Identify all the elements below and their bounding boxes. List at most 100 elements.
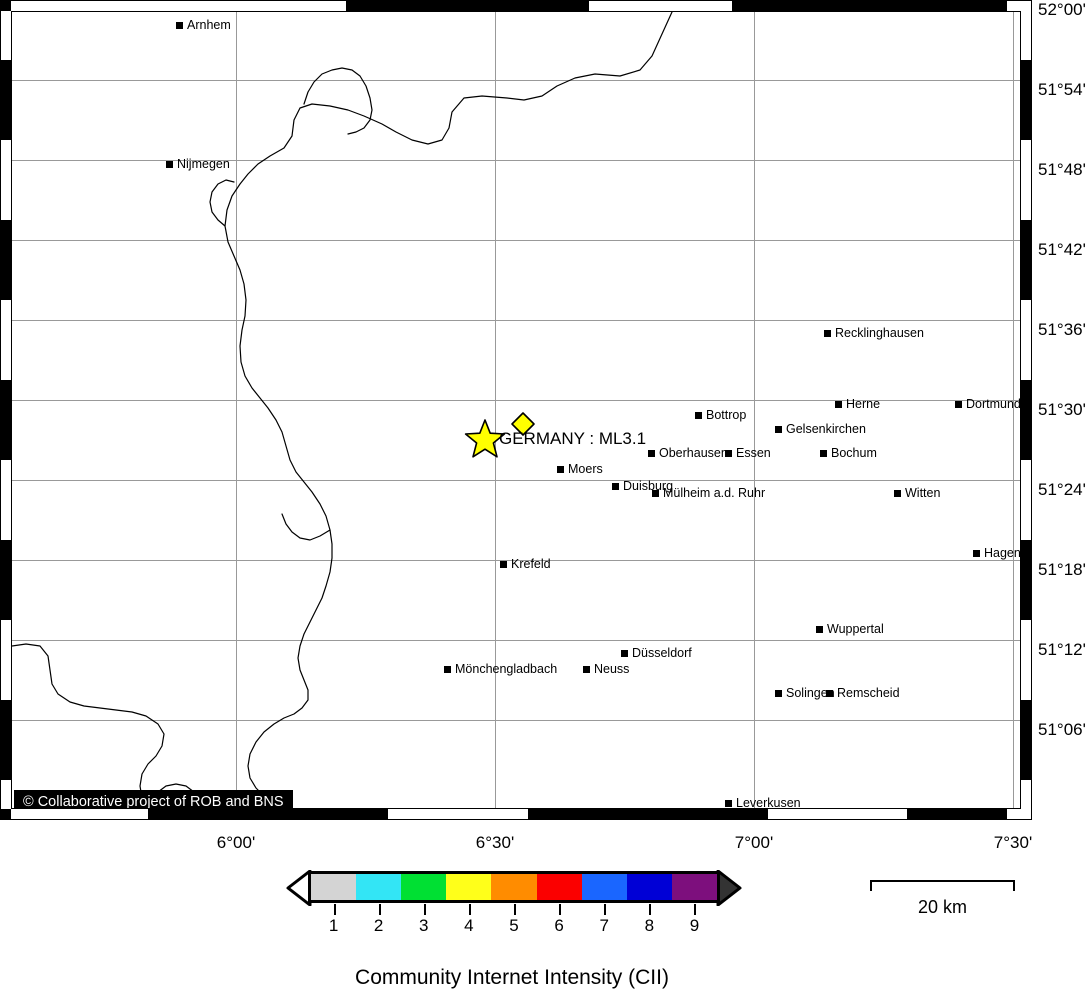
gridline-lat xyxy=(12,640,1020,641)
city-marker[interactable]: Herne xyxy=(835,398,880,411)
frame-band-right xyxy=(1021,60,1031,140)
frame-band-bottom xyxy=(907,809,1007,819)
city-label: Herne xyxy=(846,397,881,412)
city-marker[interactable]: Düsseldorf xyxy=(621,647,692,660)
city-marker[interactable]: Leverkusen xyxy=(725,797,801,808)
frame-band-right xyxy=(1021,700,1031,780)
gridline-lat xyxy=(12,400,1020,401)
longitude-tick-label: 6°00' xyxy=(216,833,256,852)
city-marker[interactable]: Witten xyxy=(894,487,940,500)
city-marker[interactable]: Arnhem xyxy=(176,19,231,32)
city-marker[interactable]: Mülheim a.d. Ruhr xyxy=(652,487,765,500)
city-label: Gelsenkirchen xyxy=(786,422,866,437)
city-marker[interactable]: Duisburg xyxy=(612,480,673,493)
latitude-tick-label: 51°06' xyxy=(1038,720,1086,739)
instrumental-epicenter-diamond-icon[interactable] xyxy=(509,410,537,438)
latitude-tick-label: 51°48' xyxy=(1038,160,1086,179)
city-marker[interactable]: Oberhausen xyxy=(648,447,728,460)
city-label: Dortmund xyxy=(966,397,1020,412)
gridline-lon xyxy=(754,12,755,808)
city-square-icon xyxy=(176,22,183,30)
city-label: Neuss xyxy=(594,662,630,677)
colorbar-swatch-3[interactable] xyxy=(401,874,447,900)
city-label: Recklinghausen xyxy=(835,326,924,341)
colorbar-swatch-8[interactable] xyxy=(626,874,672,900)
city-label: Krefeld xyxy=(511,557,551,572)
credit-attribution: © Collaborative project of ROB and BNS xyxy=(14,790,293,808)
epicenter-star-icon[interactable] xyxy=(464,418,506,460)
gridline-lat xyxy=(12,240,1020,241)
colorbar-swatch-5[interactable] xyxy=(491,874,537,900)
city-square-icon xyxy=(652,490,659,498)
latitude-tick-label: 51°30' xyxy=(1038,400,1086,419)
frame-band-left xyxy=(1,380,11,460)
frame-band-bottom xyxy=(148,809,388,819)
city-label: Bochum xyxy=(831,446,877,461)
gridline-lon xyxy=(495,12,496,808)
city-marker[interactable]: Hagen xyxy=(973,547,1020,560)
city-marker[interactable]: Bochum xyxy=(820,447,877,460)
colorbar-tick-label: 4 xyxy=(464,916,474,935)
frame-band-bottom xyxy=(528,809,768,819)
colorbar-swatch-6[interactable] xyxy=(536,874,582,900)
city-marker[interactable]: Bottrop xyxy=(695,409,746,422)
frame-band-right xyxy=(1021,380,1031,460)
longitude-tick-label: 7°00' xyxy=(734,833,774,852)
city-square-icon xyxy=(583,666,590,674)
city-marker[interactable]: Neuss xyxy=(583,663,629,676)
city-marker[interactable]: Essen xyxy=(725,447,771,460)
city-square-icon xyxy=(500,561,507,569)
city-marker[interactable]: Moers xyxy=(557,463,603,476)
map-plot-area[interactable]: GERMANY : ML3.1 Arnhem Nijmegen Recklingha… xyxy=(12,12,1020,808)
colorbar-swatch-4[interactable] xyxy=(446,874,492,900)
gridline-lat xyxy=(12,560,1020,561)
colorbar-swatch-7[interactable] xyxy=(581,874,627,900)
city-marker[interactable]: Krefeld xyxy=(500,558,551,571)
colorbar-tick-label: 8 xyxy=(644,916,655,935)
city-square-icon xyxy=(955,401,962,409)
city-label: Essen xyxy=(736,446,771,461)
city-marker[interactable]: Solingen xyxy=(775,687,835,700)
city-marker[interactable]: Mönchengladbach xyxy=(444,663,557,676)
latitude-tick-label: 51°54' xyxy=(1038,80,1086,99)
cii-colorbar[interactable]: 1 2 3 4 5 6 7 8 9 xyxy=(286,870,742,935)
city-marker[interactable]: Remscheid xyxy=(826,687,900,700)
city-marker[interactable]: Nijmegen xyxy=(166,158,230,171)
colorbar-tick-label: 5 xyxy=(509,916,519,935)
city-square-icon xyxy=(824,330,831,338)
city-label: Hagen xyxy=(984,546,1020,561)
frame-band-left xyxy=(1,540,11,620)
latitude-tick-label: 51°24' xyxy=(1038,480,1086,499)
city-square-icon xyxy=(725,800,732,808)
gridline-lon xyxy=(1013,12,1014,808)
city-square-icon xyxy=(648,450,655,458)
colorbar-swatch-9[interactable] xyxy=(671,874,717,900)
frame-band-left xyxy=(1,60,11,140)
colorbar-tick-label: 6 xyxy=(554,916,564,935)
colorbar-tick-mark xyxy=(378,904,381,915)
city-square-icon xyxy=(695,412,702,420)
latitude-tick-label: 51°36' xyxy=(1038,320,1086,339)
city-marker[interactable]: Recklinghausen xyxy=(824,327,924,340)
city-square-icon xyxy=(973,550,980,558)
frame-band-bottom xyxy=(1,809,11,819)
city-label: Bottrop xyxy=(706,408,747,423)
city-label: Solingen xyxy=(786,686,835,701)
colorbar-tick-label: 3 xyxy=(419,916,429,935)
city-marker[interactable]: Dortmund xyxy=(955,398,1020,411)
city-label: Witten xyxy=(905,486,941,501)
city-label: Arnhem xyxy=(187,18,231,33)
latitude-tick-label: 51°18' xyxy=(1038,560,1086,579)
colorbar-swatch-2[interactable] xyxy=(356,874,402,900)
colorbar-swatch-1[interactable] xyxy=(311,874,357,900)
city-square-icon xyxy=(894,490,901,498)
gridline-lat xyxy=(12,80,1020,81)
city-marker[interactable]: Gelsenkirchen xyxy=(775,423,866,436)
colorbar-swatches[interactable] xyxy=(308,871,720,903)
city-marker[interactable]: Wuppertal xyxy=(816,623,884,636)
longitude-tick-label: 6°30' xyxy=(475,833,515,852)
city-label: Düsseldorf xyxy=(632,646,692,661)
colorbar-tick-mark xyxy=(559,904,562,915)
frame-band-top xyxy=(1,1,11,11)
